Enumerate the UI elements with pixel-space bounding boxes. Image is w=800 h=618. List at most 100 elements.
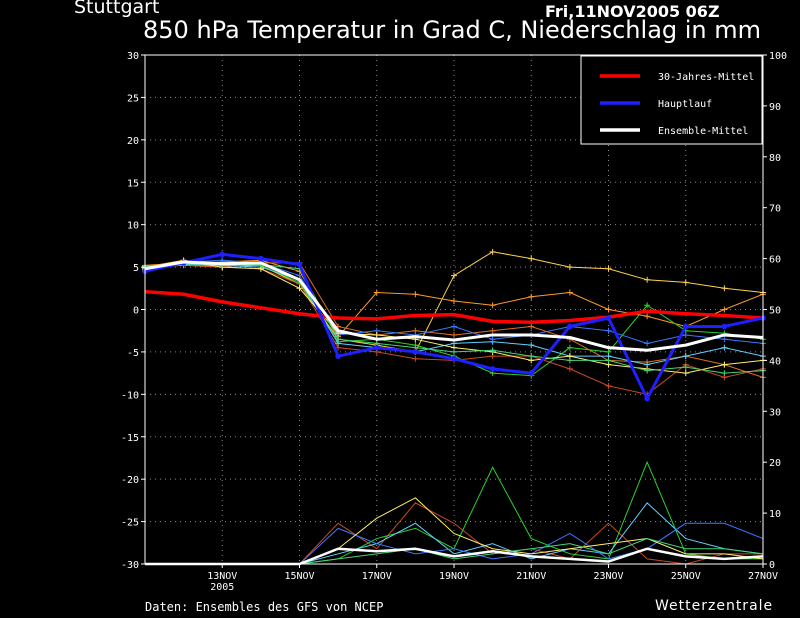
right-tick-label: 0: [769, 560, 775, 571]
member-marker: [644, 302, 651, 309]
right-tick-label: 60: [769, 255, 781, 266]
main-run-point: [219, 251, 226, 258]
x-tick-label: 15NOV: [284, 571, 314, 582]
main-run-point: [605, 315, 612, 321]
brand-label: Wetterzentrale: [655, 598, 774, 614]
member-marker: [451, 323, 457, 330]
member-marker: [296, 272, 303, 279]
member-marker: [528, 323, 535, 330]
member-marker: [451, 272, 457, 279]
chart-title: 850 hPa Temperatur in Grad C, Niederschl…: [143, 16, 762, 44]
main-run-point: [567, 323, 573, 330]
member-marker: [644, 276, 651, 283]
left-tick-label: 15: [127, 178, 139, 189]
left-tick-label: 5: [133, 263, 139, 274]
x-tick-label: 25NOV: [671, 571, 701, 582]
member-marker: [721, 306, 728, 313]
member-marker: [296, 285, 303, 292]
climate-mean-line: [144, 289, 764, 324]
legend: 30-Jahres-Mittel Hauptlauf Ensemble-Mittel: [580, 55, 763, 145]
member-marker: [451, 348, 457, 355]
member-marker: [682, 331, 689, 338]
precip-member-line: [145, 522, 764, 565]
data-source: Daten: Ensembles des GFS von NCEP: [145, 600, 384, 614]
legend-label: 30-Jahres-Mittel: [658, 72, 754, 83]
member-marker: [605, 265, 612, 272]
right-tick-label: 50: [769, 306, 781, 317]
x-tick-label: 23NOV: [593, 571, 623, 582]
main-run-point: [489, 366, 496, 372]
x-tick-label: 17NOV: [362, 571, 392, 582]
member-marker: [682, 370, 689, 377]
main-run-point: [373, 344, 380, 351]
member-marker: [373, 289, 380, 296]
main-run-point: [258, 255, 264, 262]
x-tick-label: 21NOV: [516, 571, 546, 582]
precipitation-layer: [145, 460, 764, 566]
member-marker: [528, 293, 535, 300]
member-marker: [721, 361, 728, 368]
legend-label: Hauptlauf: [658, 99, 712, 110]
left-tick-label: -30: [121, 560, 139, 571]
left-tick-label: -25: [121, 518, 139, 529]
member-marker: [489, 302, 496, 309]
member-marker: [489, 336, 496, 343]
right-tick-label: 20: [769, 458, 781, 469]
member-marker: [373, 331, 380, 338]
main-run-point: [296, 261, 303, 268]
member-marker: [412, 355, 419, 362]
main-run-point: [644, 395, 650, 402]
member-marker: [721, 344, 728, 351]
member-marker: [682, 353, 689, 360]
left-tick-label: -20: [121, 475, 139, 486]
right-tick-label: 80: [769, 153, 781, 164]
x-year-label: 2005: [210, 582, 234, 593]
member-marker: [682, 279, 689, 286]
member-marker: [566, 357, 573, 364]
left-tick-label: 0: [133, 306, 139, 317]
left-tick-label: -15: [121, 433, 139, 444]
right-tick-label: 10: [769, 509, 781, 520]
ensemble-mean-line: [144, 260, 764, 352]
member-marker: [644, 313, 651, 320]
left-tick-label: 30: [127, 51, 139, 62]
right-tick-label: 30: [769, 407, 781, 418]
member-marker: [644, 367, 651, 374]
x-tick-label: 13NOV: [207, 571, 237, 582]
main-run-point: [335, 353, 341, 359]
left-tick-label: -5: [127, 348, 139, 359]
member-marker: [451, 298, 457, 305]
main-run-point: [412, 349, 419, 355]
member-marker: [528, 342, 535, 349]
member-marker: [528, 255, 535, 262]
member-marker: [605, 357, 612, 364]
right-tick-label: 70: [769, 204, 781, 215]
member-marker: [489, 327, 496, 334]
station-name: Stuttgart: [74, 0, 160, 18]
member-marker: [451, 331, 457, 338]
left-tick-label: 20: [127, 136, 139, 147]
member-marker: [412, 291, 419, 298]
main-run-point: [721, 323, 728, 330]
main-run-point: [528, 370, 535, 376]
x-tick-label: 19NOV: [439, 571, 469, 582]
member-marker: [605, 382, 612, 389]
member-marker: [566, 365, 573, 372]
member-marker: [605, 327, 612, 334]
left-tick-label: 25: [127, 93, 139, 104]
member-marker: [335, 336, 342, 343]
run-datetime: Fri,11NOV2005 06Z: [545, 2, 720, 21]
axis-layer: 302520151050-5-10-15-20-25-3010090807060…: [121, 51, 787, 593]
member-marker: [721, 370, 728, 377]
right-tick-label: 90: [769, 102, 781, 113]
member-marker: [682, 364, 689, 371]
main-run-point: [682, 323, 689, 330]
member-marker: [566, 289, 573, 296]
member-marker: [566, 264, 573, 271]
member-marker: [489, 248, 496, 255]
left-tick-label: 10: [127, 221, 139, 232]
member-marker: [644, 340, 651, 347]
right-tick-label: 40: [769, 356, 781, 367]
main-series-layer: [142, 251, 766, 402]
